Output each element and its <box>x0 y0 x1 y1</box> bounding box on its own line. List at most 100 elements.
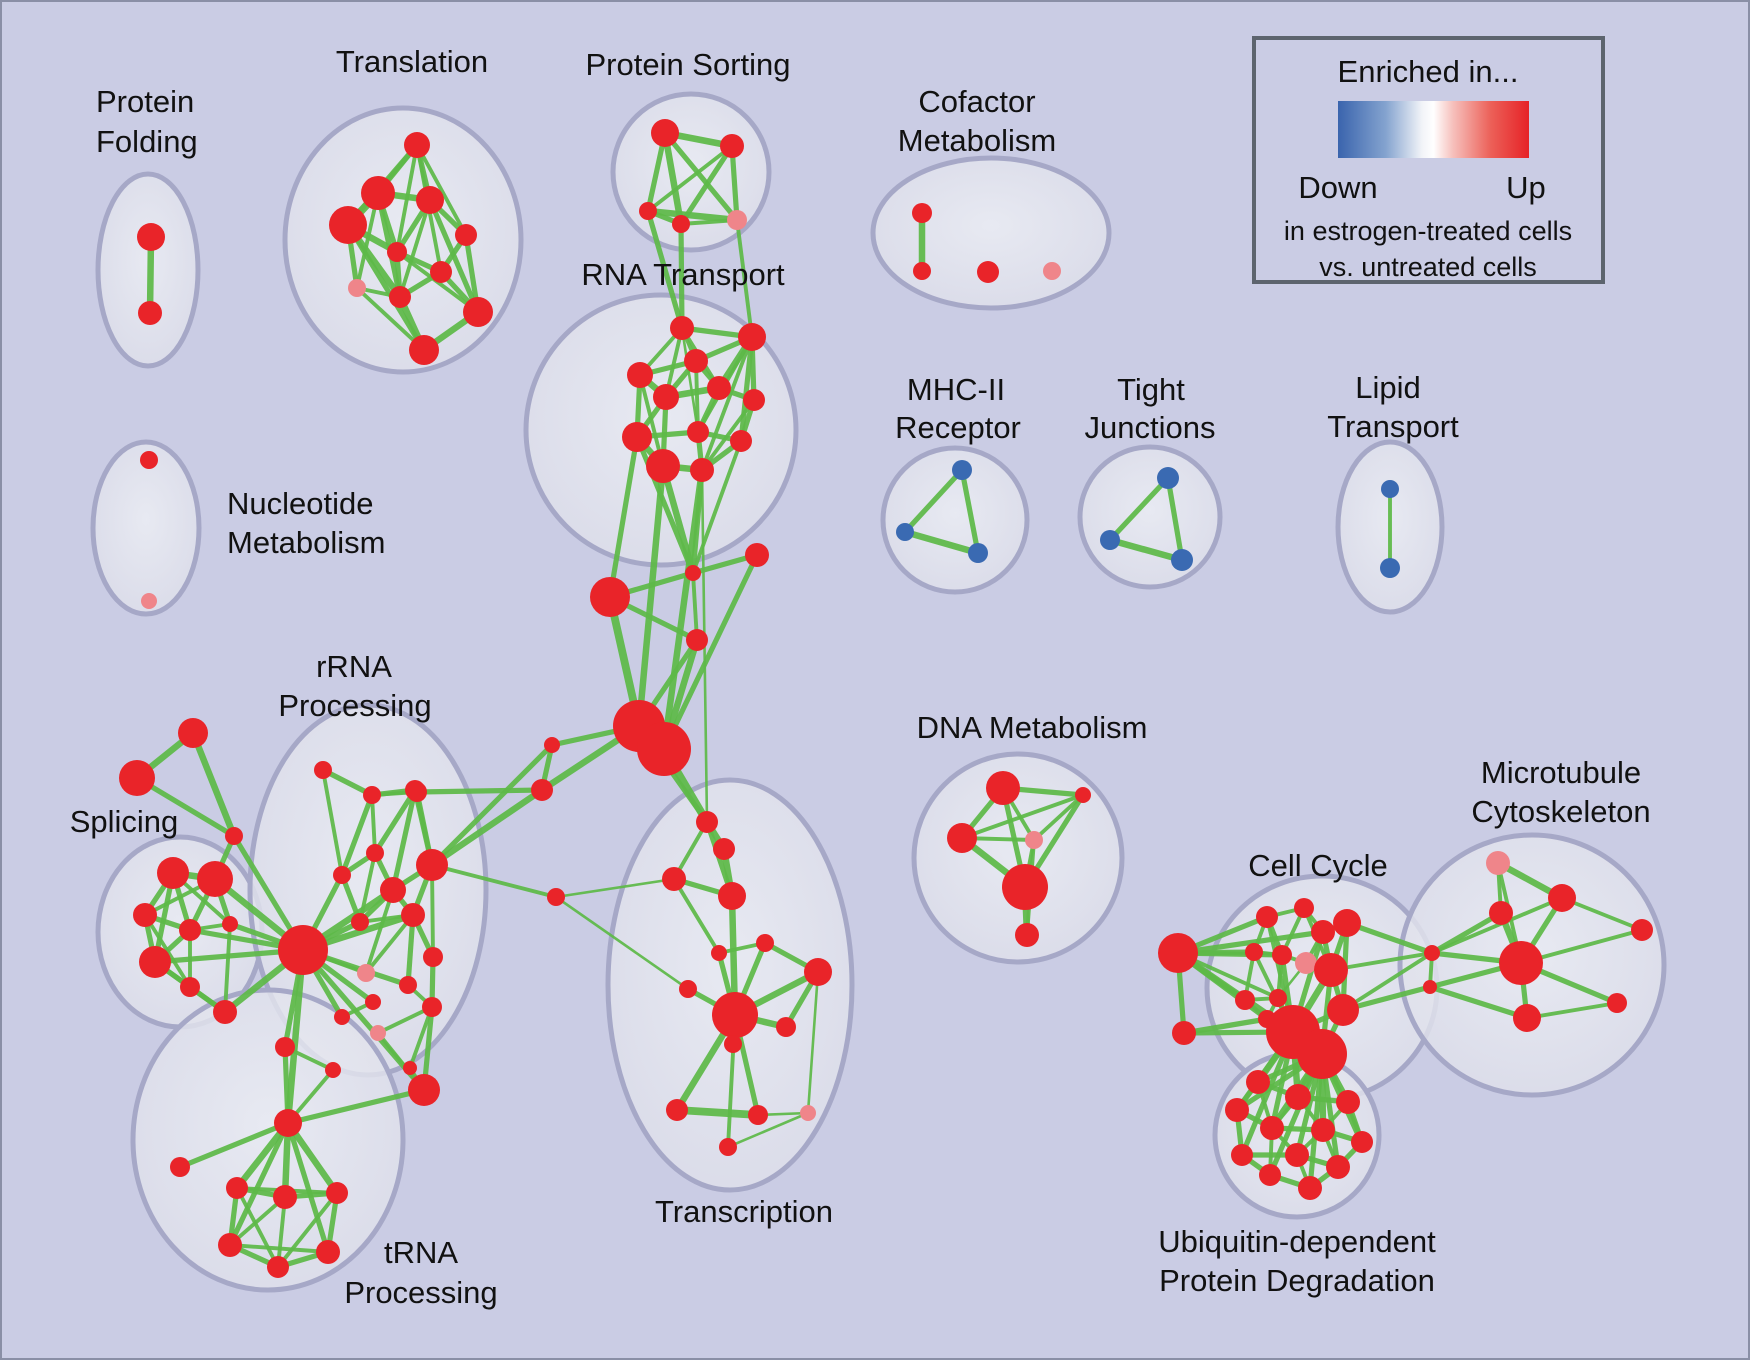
edge <box>134 775 237 839</box>
edge <box>678 143 735 227</box>
node-red <box>180 977 200 997</box>
node-red <box>707 376 731 400</box>
edge <box>662 130 740 223</box>
node-red <box>137 223 165 251</box>
node-red <box>408 1074 440 1106</box>
node-red <box>651 119 679 147</box>
node-red <box>1314 953 1348 987</box>
edge <box>729 143 740 223</box>
edge <box>672 877 721 955</box>
node-red <box>639 202 657 220</box>
edge <box>635 462 667 730</box>
edge <box>1032 793 1085 842</box>
node-red <box>627 362 653 388</box>
node-red <box>756 934 774 952</box>
node-red <box>1326 1155 1350 1179</box>
cluster-cofactor-metabolism <box>870 155 1112 311</box>
node-red <box>1260 1116 1284 1140</box>
edge <box>661 129 685 228</box>
node-red <box>662 867 686 891</box>
node-red <box>547 888 565 906</box>
edge <box>284 1119 341 1197</box>
edge <box>227 1120 291 1248</box>
cluster-label: Protein Sorting <box>585 47 790 82</box>
edge <box>554 895 690 991</box>
edge <box>806 970 820 1115</box>
node-red <box>139 946 171 978</box>
cluster-label: Protein Degradation <box>1159 1263 1435 1298</box>
cluster-label: tRNA <box>384 1235 458 1270</box>
node-red <box>363 786 381 804</box>
edge <box>390 787 418 893</box>
node-red <box>409 335 439 365</box>
node-pink <box>1025 831 1043 849</box>
node-red <box>1158 933 1198 973</box>
edge <box>414 787 545 795</box>
node-red <box>544 737 560 753</box>
node-red <box>1423 980 1437 994</box>
node-red <box>365 994 381 1010</box>
node-red <box>672 215 690 233</box>
cluster-label: Transcription <box>655 1194 833 1229</box>
node-red <box>226 1177 248 1199</box>
edge <box>645 208 685 331</box>
node-red <box>711 945 727 961</box>
node-red <box>653 384 679 410</box>
edge <box>285 1120 331 1255</box>
legend-down-label: Down <box>1298 170 1377 205</box>
node-red <box>404 132 430 158</box>
edge <box>339 792 375 878</box>
node-red <box>380 877 406 903</box>
cluster-label: Protein <box>96 84 194 119</box>
node-red <box>719 1138 737 1156</box>
edge <box>1427 984 1530 1021</box>
node-red <box>1298 1176 1322 1200</box>
node-red <box>1245 943 1263 961</box>
cluster-label: Splicing <box>70 804 179 839</box>
edge <box>738 334 755 444</box>
node-red <box>1297 1029 1347 1079</box>
node-red <box>361 176 395 210</box>
legend-box <box>1252 36 1605 284</box>
node-red <box>1246 1070 1270 1094</box>
node-red <box>366 844 384 862</box>
edge <box>644 207 741 224</box>
cluster-label: rRNA <box>316 649 392 684</box>
node-red <box>1489 901 1513 925</box>
edge <box>1430 896 1564 955</box>
node-blue <box>968 543 988 563</box>
edge <box>364 888 395 975</box>
node-red <box>157 857 189 889</box>
node-red <box>267 1256 289 1278</box>
edge <box>1106 536 1186 564</box>
node-pink <box>800 1105 816 1121</box>
node-red <box>334 1009 350 1025</box>
node-red <box>403 1061 417 1075</box>
node-red <box>690 458 714 482</box>
node-red <box>1285 1143 1309 1167</box>
node-red <box>947 823 977 853</box>
edge <box>735 218 754 339</box>
edge <box>177 1120 291 1170</box>
cluster-label: Processing <box>344 1275 497 1310</box>
node-red <box>422 997 442 1017</box>
cluster-label: MHC-II <box>907 372 1005 407</box>
edge <box>960 793 1085 840</box>
edge <box>607 434 640 600</box>
node-pink <box>370 1025 386 1041</box>
node-red <box>748 1105 768 1125</box>
edge <box>189 729 238 840</box>
legend-up-label: Up <box>1506 170 1546 205</box>
edge <box>661 552 760 752</box>
node-red <box>1333 909 1361 937</box>
cluster-label: Metabolism <box>898 123 1057 158</box>
node-red <box>1235 990 1255 1010</box>
node-red <box>912 203 932 223</box>
cluster-label: Cofactor <box>918 84 1035 119</box>
edge <box>228 1195 287 1247</box>
cluster-label: DNA Metabolism <box>917 710 1148 745</box>
node-red <box>463 297 493 327</box>
edge <box>372 787 418 856</box>
cluster-label: Nucleotide <box>227 486 373 521</box>
